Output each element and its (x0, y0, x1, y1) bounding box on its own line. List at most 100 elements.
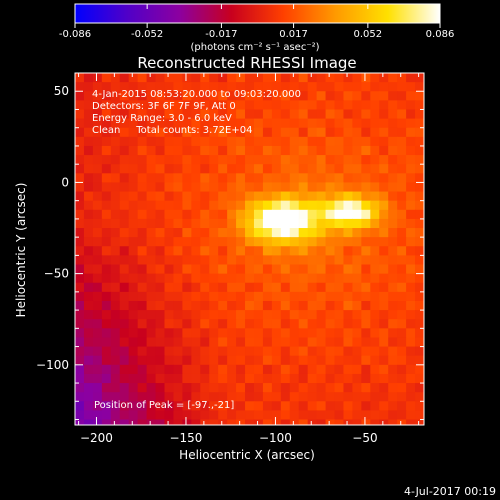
heatmap-pixel (236, 136, 246, 147)
heatmap-pixel (128, 373, 139, 384)
heatmap-pixel (415, 246, 424, 256)
heatmap-pixel (361, 328, 371, 339)
heatmap-pixel (173, 109, 183, 120)
heatmap-pixel (218, 182, 228, 193)
heatmap-pixel (155, 392, 166, 402)
heatmap-pixel (128, 392, 139, 402)
heatmap-pixel (280, 346, 291, 357)
heatmap-pixel (307, 164, 318, 174)
heatmap-pixel (218, 255, 228, 266)
heatmap-pixel (307, 273, 318, 284)
heatmap-pixel (227, 82, 237, 92)
heatmap-image (75, 73, 424, 439)
heatmap-pixel (388, 300, 398, 311)
heatmap-pixel (316, 255, 327, 266)
heatmap-pixel (370, 383, 380, 393)
heatmap-pixel (83, 191, 94, 202)
heatmap-pixel (298, 310, 309, 320)
heatmap-pixel (298, 264, 309, 275)
heatmap-pixel (334, 91, 345, 101)
heatmap-pixel (218, 355, 228, 366)
heatmap-pixel (316, 310, 327, 320)
heatmap-pixel (191, 218, 201, 229)
heatmap-pixel (316, 127, 327, 138)
heatmap-pixel (92, 419, 103, 425)
heatmap-pixel (379, 145, 389, 156)
heatmap-pixel (173, 410, 183, 421)
heatmap-pixel (289, 355, 300, 366)
heatmap-pixel (415, 82, 424, 92)
heatmap-pixel (164, 419, 175, 425)
heatmap-pixel (415, 383, 424, 393)
heatmap-pixel (271, 82, 282, 92)
heatmap-pixel (200, 392, 210, 402)
heatmap-pixel (245, 73, 255, 83)
heatmap-pixel (397, 392, 407, 402)
heatmap-pixel (101, 145, 112, 156)
heatmap-pixel (182, 255, 192, 266)
heatmap-pixel (146, 173, 157, 184)
heatmap-pixel (280, 291, 291, 302)
heatmap-pixel (155, 182, 166, 193)
heatmap-pixel (262, 182, 273, 193)
heatmap-pixel (406, 164, 416, 174)
heatmap-pixel (334, 173, 345, 184)
heatmap-pixel (146, 282, 157, 293)
heatmap-pixel (128, 419, 139, 425)
heatmap-pixel (388, 264, 398, 275)
heatmap-pixel (289, 328, 300, 339)
heatmap-pixel (388, 191, 398, 202)
heatmap-pixel (352, 273, 362, 284)
heatmap-pixel (200, 255, 210, 266)
heatmap-pixel (325, 127, 336, 138)
heatmap-pixel (334, 209, 345, 220)
heatmap-pixel (191, 228, 201, 238)
heatmap-pixel (227, 429, 237, 439)
heatmap-pixel (298, 155, 309, 165)
heatmap-pixel (298, 392, 309, 402)
heatmap-pixel (271, 109, 282, 120)
heatmap-pixel (245, 401, 255, 412)
heatmap-pixel (271, 419, 282, 425)
heatmap-pixel (298, 127, 309, 138)
heatmap-pixel (200, 355, 210, 366)
heatmap-pixel (218, 191, 228, 202)
heatmap-pixel (388, 392, 398, 402)
heatmap-pixel (280, 419, 291, 425)
heatmap-pixel (110, 373, 121, 384)
heatmap-pixel (173, 73, 183, 83)
heatmap-pixel (262, 373, 273, 384)
heatmap-pixel (262, 264, 273, 275)
heatmap-pixel (137, 291, 148, 302)
heatmap-pixel (406, 401, 416, 412)
heatmap-pixel (182, 364, 192, 375)
heatmap-pixel (343, 164, 354, 174)
heatmap-pixel (343, 255, 354, 266)
heatmap-pixel (325, 155, 336, 165)
heatmap-pixel (209, 264, 219, 275)
heatmap-pixel (191, 328, 201, 339)
heatmap-pixel (110, 282, 121, 293)
heatmap-pixel (155, 191, 166, 202)
heatmap-pixel (101, 383, 112, 393)
heatmap-pixel (316, 410, 327, 421)
heatmap-pixel (101, 237, 112, 247)
peak-position-label: Position of Peak = [-97.,-21] (94, 400, 234, 411)
heatmap-pixel (182, 155, 192, 165)
heatmap-pixel (280, 73, 291, 83)
heatmap-pixel (164, 173, 175, 184)
heatmap-pixel (361, 310, 371, 320)
heatmap-pixel (110, 346, 121, 357)
heatmap-pixel (316, 237, 327, 247)
heatmap-pixel (262, 155, 273, 165)
heatmap-pixel (307, 200, 318, 211)
heatmap-pixel (343, 228, 354, 238)
heatmap-pixel (173, 237, 183, 247)
heatmap-pixel (83, 173, 94, 184)
heatmap-pixel (253, 282, 264, 293)
heatmap-pixel (83, 310, 94, 320)
heatmap-pixel (262, 118, 273, 129)
heatmap-pixel (334, 164, 345, 174)
heatmap-pixel (209, 337, 219, 348)
heatmap-pixel (236, 355, 246, 366)
